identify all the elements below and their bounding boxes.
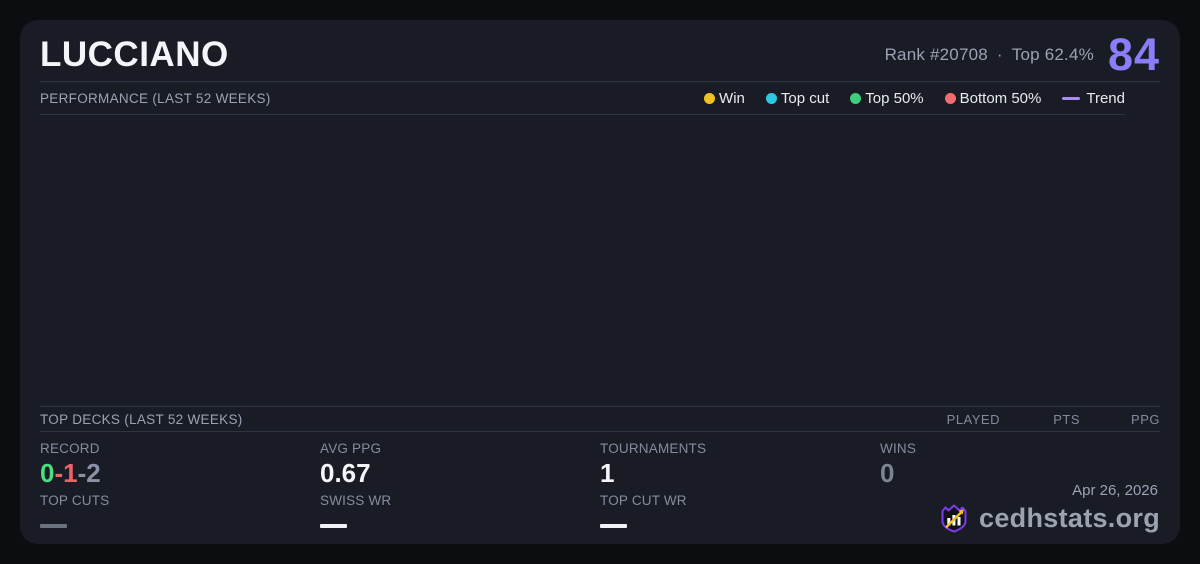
brand-name[interactable]: cedhstats.org xyxy=(979,502,1160,533)
stat-swiss-wr: SWISS WR xyxy=(320,491,600,543)
legend-item-trend: Trend xyxy=(1062,90,1125,107)
tournaments-value: 1 xyxy=(600,458,615,488)
column-header-ppg: PPG xyxy=(1131,411,1160,427)
stats-grid: RECORD 0-1-2 AVG PPG 0.67 TOURNAMENTS 1 … xyxy=(40,432,1160,543)
record-value: 0-1-2 xyxy=(40,459,320,488)
record-wins: 0 xyxy=(40,458,55,488)
stat-tournaments: TOURNAMENTS 1 xyxy=(600,439,880,491)
stat-top-cut-wr: TOP CUT WR xyxy=(600,491,880,543)
tournaments-label: TOURNAMENTS xyxy=(600,441,707,456)
swiss-wr-empty-bar xyxy=(320,524,347,528)
top50-dot-icon xyxy=(850,92,862,104)
legend-label-top50: Top 50% xyxy=(865,89,924,107)
win-dot-icon xyxy=(704,92,716,104)
performance-chart-area xyxy=(40,115,1160,406)
player-stats-card: LUCCIANO Rank #20708 · Top 62.4% 84 PERF… xyxy=(20,20,1180,544)
chart-legend: Win Top cut Top 50% Bottom 50% Trend xyxy=(704,90,1125,107)
record-label: RECORD xyxy=(40,441,100,456)
brand-row: cedhstats.org xyxy=(938,502,1160,534)
record-losses: -1 xyxy=(54,458,78,488)
top-cuts-label: TOP CUTS xyxy=(40,493,110,508)
cedhstats-logo-icon xyxy=(941,504,967,533)
rank-text: Rank #20708 xyxy=(884,44,988,64)
record-draws: -2 xyxy=(77,458,101,488)
rank-separator-dot: · xyxy=(996,44,1003,64)
card-header: LUCCIANO Rank #20708 · Top 62.4% 84 xyxy=(40,20,1160,82)
top-decks-title: TOP DECKS (LAST 52 WEEKS) xyxy=(40,411,243,427)
trend-line-icon xyxy=(1062,96,1081,100)
avg-ppg-value: 0.67 xyxy=(320,458,371,488)
legend-item-top-cut: Top cut xyxy=(765,89,830,107)
top-cut-wr-label: TOP CUT WR xyxy=(600,493,687,508)
legend-label-win: Win xyxy=(719,89,745,107)
performance-title: PERFORMANCE (LAST 52 WEEKS) xyxy=(40,90,271,106)
column-header-pts: PTS xyxy=(1053,411,1080,427)
wins-value: 0 xyxy=(880,458,895,488)
score-value: 84 xyxy=(1107,29,1160,80)
stat-avg-ppg: AVG PPG 0.67 xyxy=(320,439,600,491)
top-decks-columns: PLAYED PTS PPG xyxy=(900,412,1160,427)
legend-label-trend: Trend xyxy=(1086,89,1125,107)
legend-label-bottom50: Bottom 50% xyxy=(959,89,1042,107)
rank-summary: Rank #20708 · Top 62.4% xyxy=(885,45,1094,65)
swiss-wr-label: SWISS WR xyxy=(320,493,392,508)
top-cuts-empty-bar xyxy=(40,524,67,528)
top-cut-wr-empty-bar xyxy=(600,524,627,528)
header-rank-group: Rank #20708 · Top 62.4% 84 xyxy=(885,32,1160,77)
top-percent-text: Top 62.4% xyxy=(1011,44,1094,64)
player-name: LUCCIANO xyxy=(40,34,229,74)
stat-top-cuts: TOP CUTS xyxy=(40,491,320,543)
legend-item-top50: Top 50% xyxy=(850,89,924,107)
performance-header-row: PERFORMANCE (LAST 52 WEEKS) Win Top cut … xyxy=(40,82,1125,115)
column-header-played: PLAYED xyxy=(946,411,1000,427)
legend-item-bottom50: Bottom 50% xyxy=(944,89,1042,107)
bottom50-dot-icon xyxy=(944,92,956,104)
top-decks-header-row: TOP DECKS (LAST 52 WEEKS) PLAYED PTS PPG xyxy=(40,406,1160,432)
top-cut-dot-icon xyxy=(765,92,777,104)
date-text: Apr 26, 2026 xyxy=(1072,482,1158,499)
stat-wins: WINS 0 xyxy=(880,439,1160,491)
card-footer: Apr 26, 2026 cedhstats.org xyxy=(938,482,1160,534)
legend-label-top-cut: Top cut xyxy=(780,89,830,107)
wins-label: WINS xyxy=(880,441,917,456)
stat-record: RECORD 0-1-2 xyxy=(40,439,320,491)
avg-ppg-label: AVG PPG xyxy=(320,441,382,456)
legend-item-win: Win xyxy=(704,90,745,107)
